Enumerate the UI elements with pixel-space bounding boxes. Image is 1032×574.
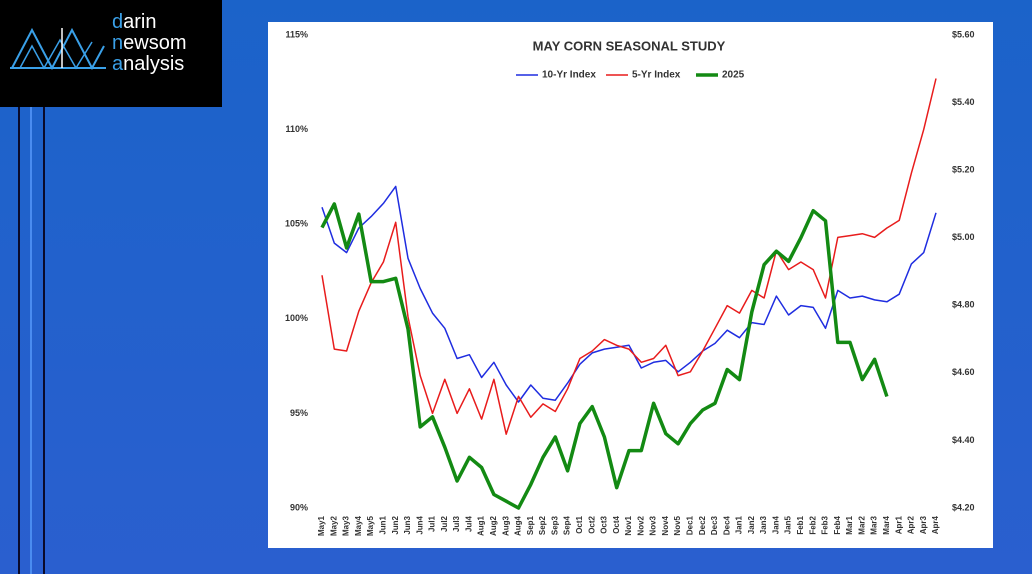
- x-tick-label: Jun2: [391, 515, 400, 534]
- x-tick-label: Jan2: [747, 515, 756, 534]
- y2-tick-label: $4.40: [952, 435, 975, 445]
- x-tick-label: Aug4: [514, 515, 523, 536]
- x-tick-label: Dec4: [722, 515, 731, 535]
- decor-line: [43, 107, 45, 574]
- x-tick-label: Jan3: [759, 515, 768, 534]
- y-tick-label: 110%: [285, 124, 308, 134]
- x-tick-label: May2: [329, 515, 338, 536]
- x-tick-label: Apr4: [931, 515, 940, 534]
- decor-line: [18, 107, 20, 574]
- x-tick-label: Nov3: [649, 515, 658, 535]
- x-tick-label: May4: [354, 515, 363, 536]
- logo-word: darin: [112, 11, 157, 33]
- logo-text: darin newsom analysis: [112, 12, 186, 75]
- x-tick-label: Nov4: [661, 515, 670, 535]
- x-tick-label: Jun4: [415, 515, 424, 534]
- y-tick-label: 90%: [290, 502, 308, 512]
- x-tick-label: Jun1: [379, 515, 388, 534]
- x-tick-label: Sep3: [550, 515, 559, 535]
- x-tick-label: Apr1: [894, 515, 903, 534]
- x-tick-label: Oct3: [600, 515, 609, 533]
- logo-word: analysis: [112, 53, 185, 75]
- x-tick-label: Jan5: [784, 515, 793, 534]
- x-tick-label: Sep1: [526, 515, 535, 535]
- chart-title: MAY CORN SEASONAL STUDY: [533, 38, 726, 53]
- x-tick-label: Mar2: [857, 515, 866, 534]
- x-tick-label: Nov2: [636, 515, 645, 535]
- y2-tick-label: $5.60: [952, 29, 975, 39]
- x-tick-label: Mar3: [870, 515, 879, 534]
- series-line: [321, 78, 937, 435]
- x-tick-label: Jun3: [403, 515, 412, 534]
- y2-tick-label: $4.60: [952, 367, 975, 377]
- legend-label: 10-Yr Index: [542, 70, 596, 81]
- x-tick-label: Apr2: [907, 515, 916, 534]
- x-tick-label: Jul2: [440, 515, 449, 532]
- x-tick-label: Oct2: [587, 515, 596, 533]
- chart-panel: [268, 22, 993, 548]
- x-tick-label: Feb4: [833, 515, 842, 534]
- x-tick-label: Jan4: [771, 515, 780, 534]
- y2-tick-label: $4.80: [952, 300, 975, 310]
- x-tick-label: Aug3: [501, 515, 510, 536]
- x-tick-label: Nov1: [624, 515, 633, 535]
- y-tick-label: 115%: [285, 29, 308, 39]
- x-tick-label: Dec3: [710, 515, 719, 535]
- y2-tick-label: $5.40: [952, 97, 975, 107]
- x-tick-label: Jul1: [428, 515, 437, 532]
- legend-label: 5-Yr Index: [632, 70, 681, 81]
- logo: darin newsom analysis: [0, 0, 222, 107]
- x-tick-label: May3: [342, 515, 351, 536]
- y2-tick-label: $4.20: [952, 502, 975, 512]
- x-tick-label: Jul3: [452, 515, 461, 532]
- x-tick-label: Feb1: [796, 515, 805, 534]
- x-tick-label: Aug2: [489, 515, 498, 536]
- x-tick-label: Aug1: [477, 515, 486, 536]
- x-tick-label: May5: [366, 515, 375, 536]
- x-tick-label: Jan1: [735, 515, 744, 534]
- x-tick-label: Apr3: [919, 515, 928, 534]
- x-tick-label: Jul4: [464, 515, 473, 532]
- x-tick-label: Feb3: [821, 515, 830, 534]
- x-tick-label: Oct4: [612, 515, 621, 533]
- y-tick-label: 105%: [285, 219, 308, 229]
- y2-tick-label: $5.20: [952, 165, 975, 175]
- y-tick-label: 100%: [285, 313, 308, 323]
- legend-label: 2025: [722, 70, 745, 81]
- chart: MAY CORN SEASONAL STUDY 90% 95% 100% 105% 11…: [268, 22, 993, 548]
- logo-word: newsom: [112, 32, 187, 54]
- y-tick-label: 95%: [290, 408, 308, 418]
- x-tick-label: Mar1: [845, 515, 854, 534]
- x-tick-label: Dec1: [686, 515, 695, 535]
- x-tick-label: Nov5: [673, 515, 682, 535]
- series-line: [320, 202, 889, 510]
- x-tick-label: Sep2: [538, 515, 547, 535]
- x-tick-label: Dec2: [698, 515, 707, 535]
- x-tick-label: Oct1: [575, 515, 584, 533]
- x-tick-label: Feb2: [808, 515, 817, 534]
- logo-icon: [10, 27, 106, 71]
- x-tick-label: Sep4: [563, 515, 572, 535]
- x-tick-label: May1: [317, 515, 326, 536]
- x-tick-label: Mar4: [882, 515, 891, 534]
- y2-tick-label: $5.00: [952, 232, 975, 242]
- decor-line: [30, 107, 32, 574]
